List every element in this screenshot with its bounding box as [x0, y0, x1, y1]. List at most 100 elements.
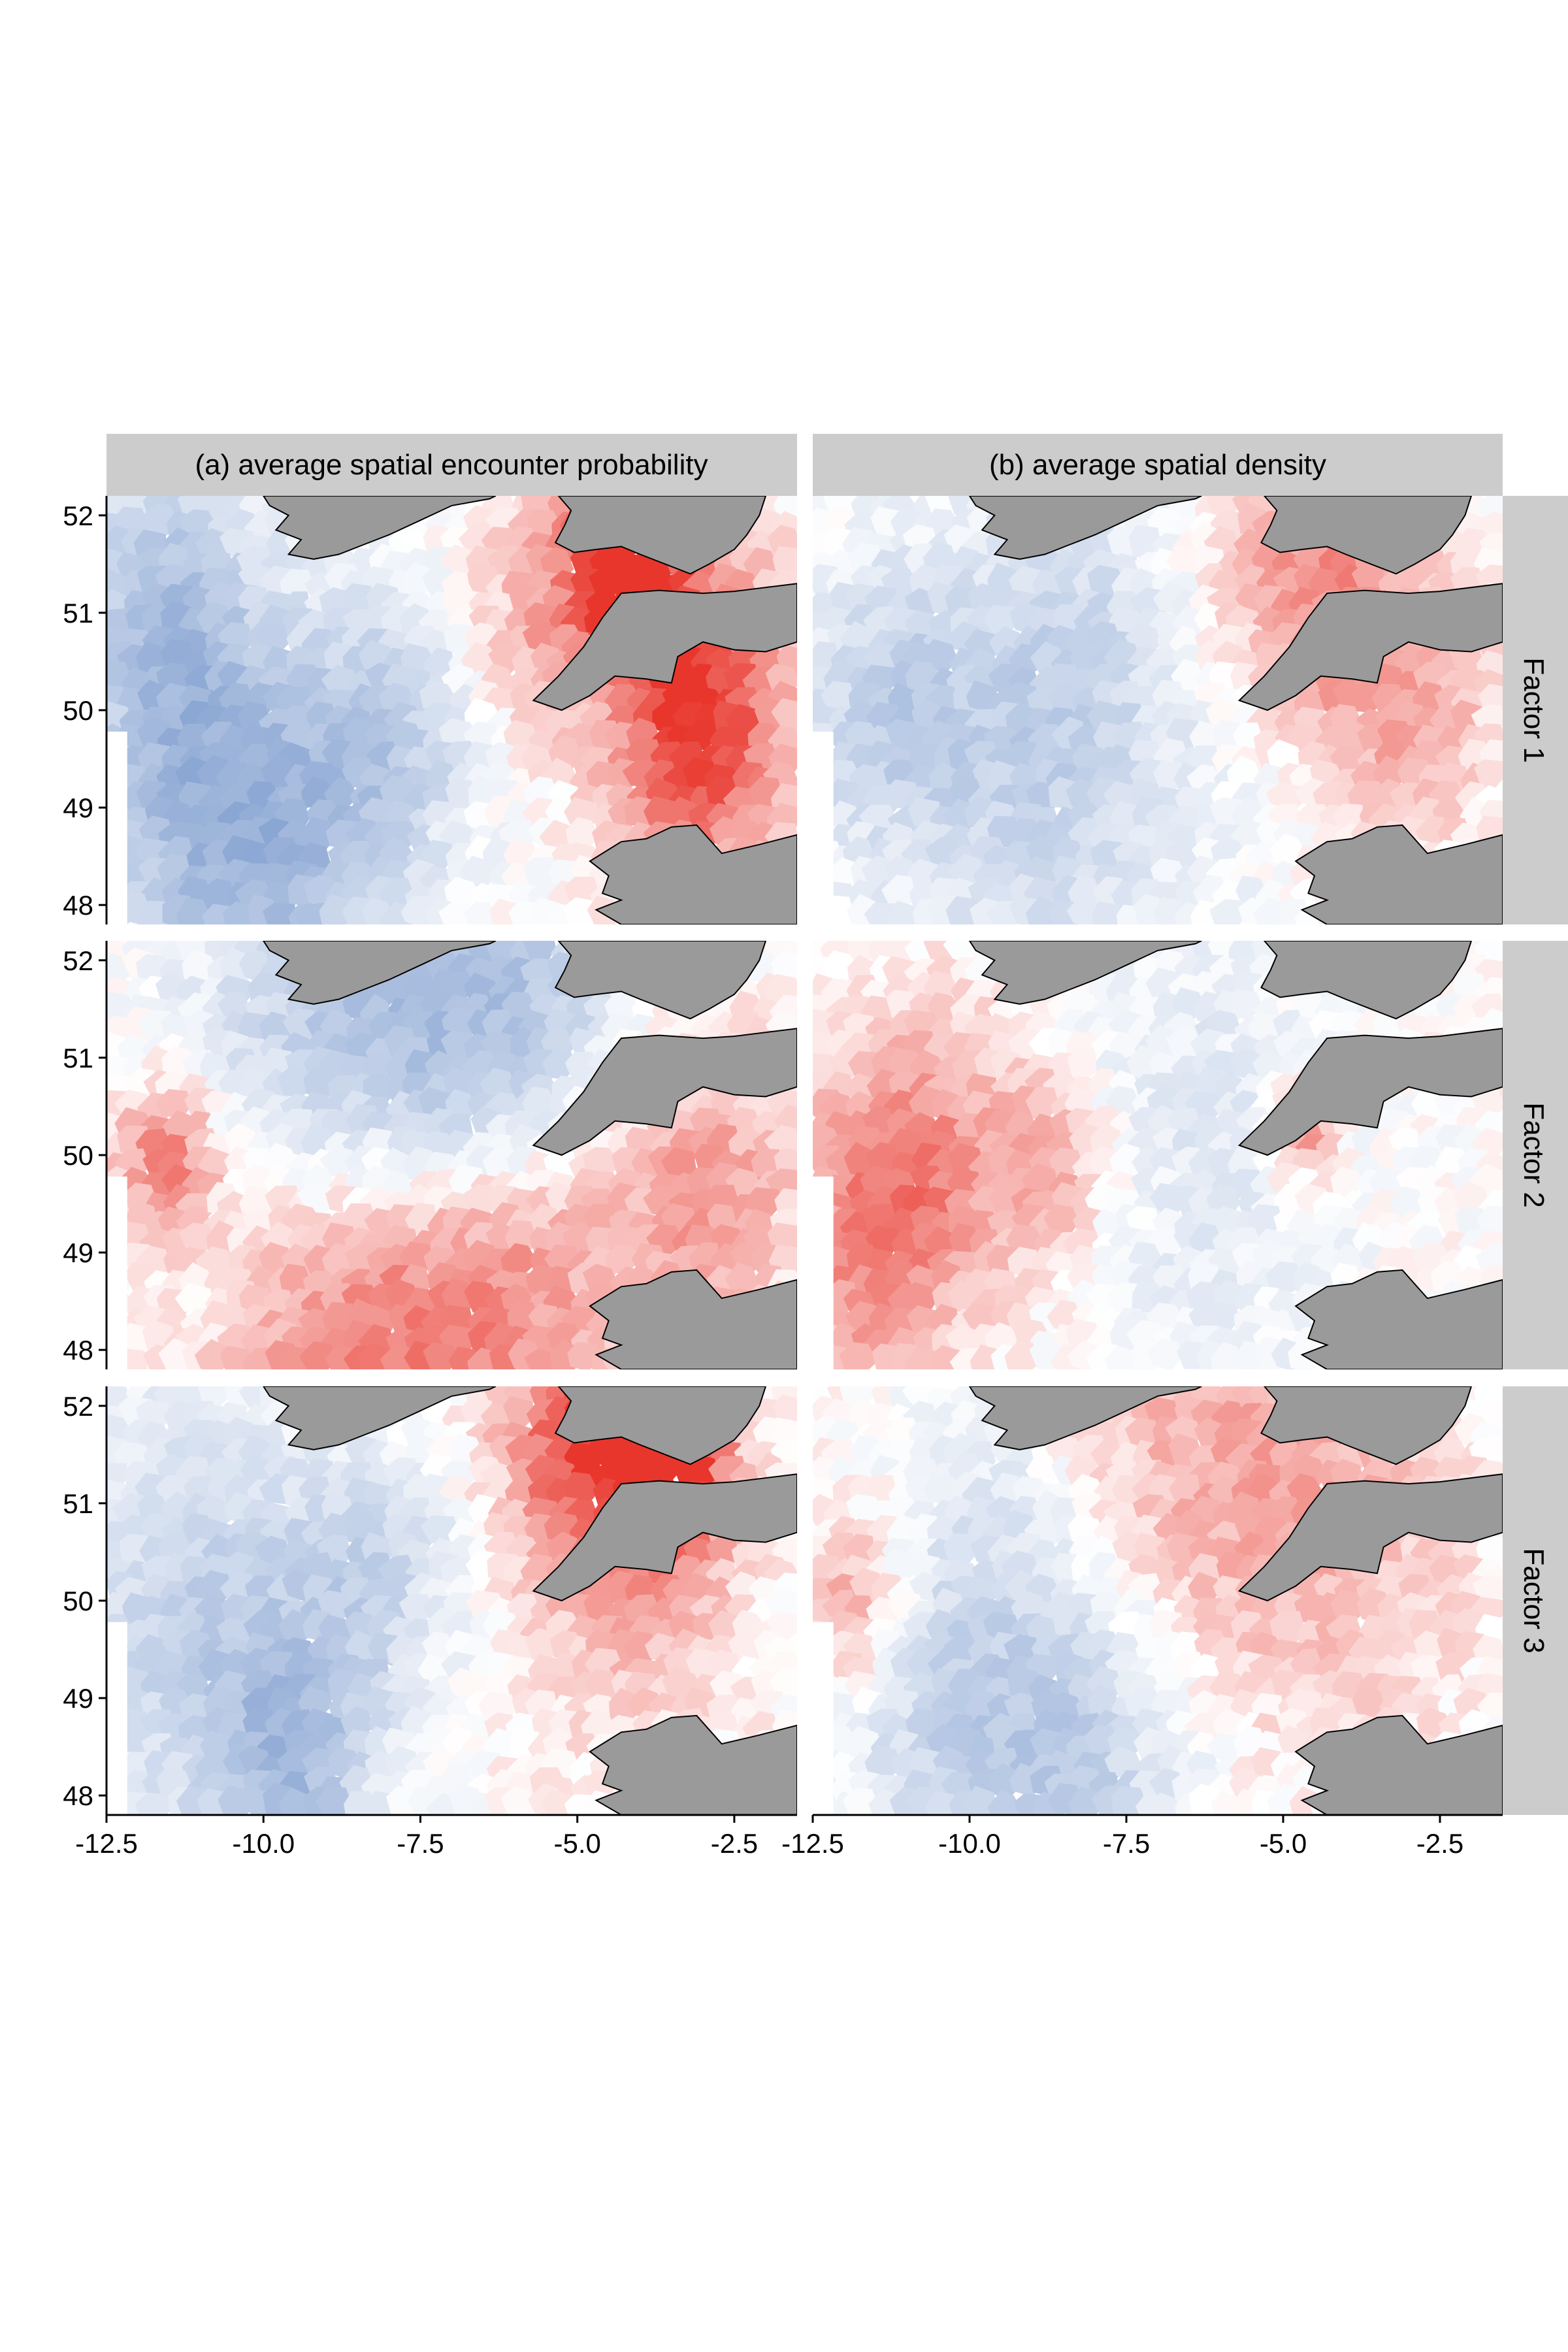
map-cell [523, 857, 558, 889]
map-cell [585, 1669, 622, 1703]
land-layer [263, 496, 797, 924]
no-data-region [813, 731, 834, 924]
land-brittany [1294, 1714, 1503, 1815]
map-cell [943, 941, 979, 963]
map-cell [1286, 1473, 1325, 1506]
map-cell [380, 1343, 414, 1369]
map-cell [583, 1147, 621, 1176]
land-brittany [589, 1714, 797, 1815]
map-cell [706, 1203, 737, 1233]
map-cell [1416, 816, 1448, 849]
land-layer [263, 941, 797, 1369]
x-tick-label: -10.0 [938, 1828, 1001, 1859]
map-cell [276, 1747, 314, 1781]
land-southwest-england [532, 1473, 797, 1602]
map-cell [643, 796, 678, 828]
row-strip-factor-3: Factor 3 [1503, 1386, 1568, 1815]
map-panels [106, 496, 1503, 1815]
y-tick-label: 51 [63, 1488, 93, 1519]
y-tick-label: 52 [63, 500, 93, 531]
map-cell [459, 856, 496, 889]
map-cell [1476, 1532, 1503, 1567]
map-cell [500, 1243, 538, 1276]
x-tick-label: -5.0 [1260, 1828, 1307, 1859]
map-cell [1269, 1610, 1305, 1643]
map-cell [1025, 1086, 1060, 1118]
no-data-region [813, 1622, 834, 1815]
x-tick-label: -7.5 [1103, 1828, 1150, 1859]
map-cell [441, 584, 480, 616]
map-cell [379, 877, 414, 910]
map-cell [882, 1549, 917, 1582]
map-cell [319, 1145, 358, 1179]
map-panel-3-a [106, 1386, 797, 1815]
y-tick-label: 50 [63, 1586, 93, 1616]
column-strip-b-label: (b) average spatial density [989, 449, 1326, 481]
land-brittany [589, 1269, 797, 1369]
x-tick-label: -12.5 [75, 1828, 138, 1859]
y-tick-label: 50 [63, 695, 93, 726]
land-ireland [968, 1386, 1202, 1450]
map-cell [706, 1537, 743, 1569]
map-cell [923, 971, 958, 1003]
map-cell [1330, 1166, 1361, 1198]
map-cell [321, 1301, 355, 1338]
map-cell [1229, 1048, 1266, 1080]
map-panel-1-b [813, 496, 1503, 924]
row-strip-factor-3-label: Factor 3 [1518, 1548, 1550, 1653]
map-cell [200, 878, 236, 911]
map-cell [1330, 1589, 1367, 1624]
map-cell [438, 901, 472, 924]
map-cell [1043, 1203, 1079, 1235]
map-cell [542, 1049, 577, 1080]
land-layer [263, 1386, 797, 1815]
map-cell [507, 1300, 542, 1333]
y-tick-label: 48 [63, 1780, 93, 1811]
map-cell [218, 1785, 255, 1815]
map-cell [1068, 1786, 1104, 1815]
map-cell [525, 1628, 559, 1662]
map-cell [924, 1473, 960, 1507]
map-cell [562, 1472, 599, 1504]
map-cell [282, 1008, 318, 1043]
map-cell [565, 817, 599, 849]
map-cell [604, 1244, 640, 1275]
map-cell [1009, 643, 1042, 676]
map-cell [906, 1708, 939, 1740]
land-ireland [968, 941, 1202, 1005]
land-brittany [589, 824, 797, 924]
row-strip-factor-2-label: Factor 2 [1518, 1102, 1550, 1207]
y-tick-label: 49 [63, 1237, 93, 1268]
land-layer [968, 1386, 1503, 1815]
map-cell [483, 1727, 519, 1760]
map-cell [843, 1141, 876, 1176]
map-cell [480, 1068, 517, 1100]
map-cell [865, 1225, 901, 1255]
map-cell [987, 1790, 1022, 1815]
map-cell [156, 1088, 193, 1117]
land-wales [554, 496, 767, 575]
no-data-region [106, 1622, 127, 1815]
y-tick-label: 48 [63, 890, 93, 921]
map-cell [401, 562, 433, 597]
map-cell [881, 874, 917, 910]
map-cell [1166, 1027, 1204, 1062]
y-tick-label: 50 [63, 1140, 93, 1171]
map-cell [174, 1282, 214, 1316]
map-cell [420, 1515, 459, 1546]
map-cell [1109, 1143, 1144, 1180]
land-ireland [263, 496, 497, 560]
column-strip-b: (b) average spatial density [813, 434, 1503, 496]
map-cell [1347, 681, 1383, 713]
map-cell [1188, 1222, 1222, 1258]
map-cell [686, 1454, 721, 1488]
map-cell [182, 949, 218, 984]
map-cell [223, 901, 255, 924]
land-layer [968, 496, 1503, 924]
cell-mosaic [106, 941, 797, 1369]
land-southwest-england [1237, 583, 1503, 711]
x-tick-label: -12.5 [781, 1828, 844, 1859]
x-tick-label: -10.0 [232, 1828, 295, 1859]
map-cell [988, 1181, 1024, 1218]
map-cell [1147, 1338, 1184, 1369]
